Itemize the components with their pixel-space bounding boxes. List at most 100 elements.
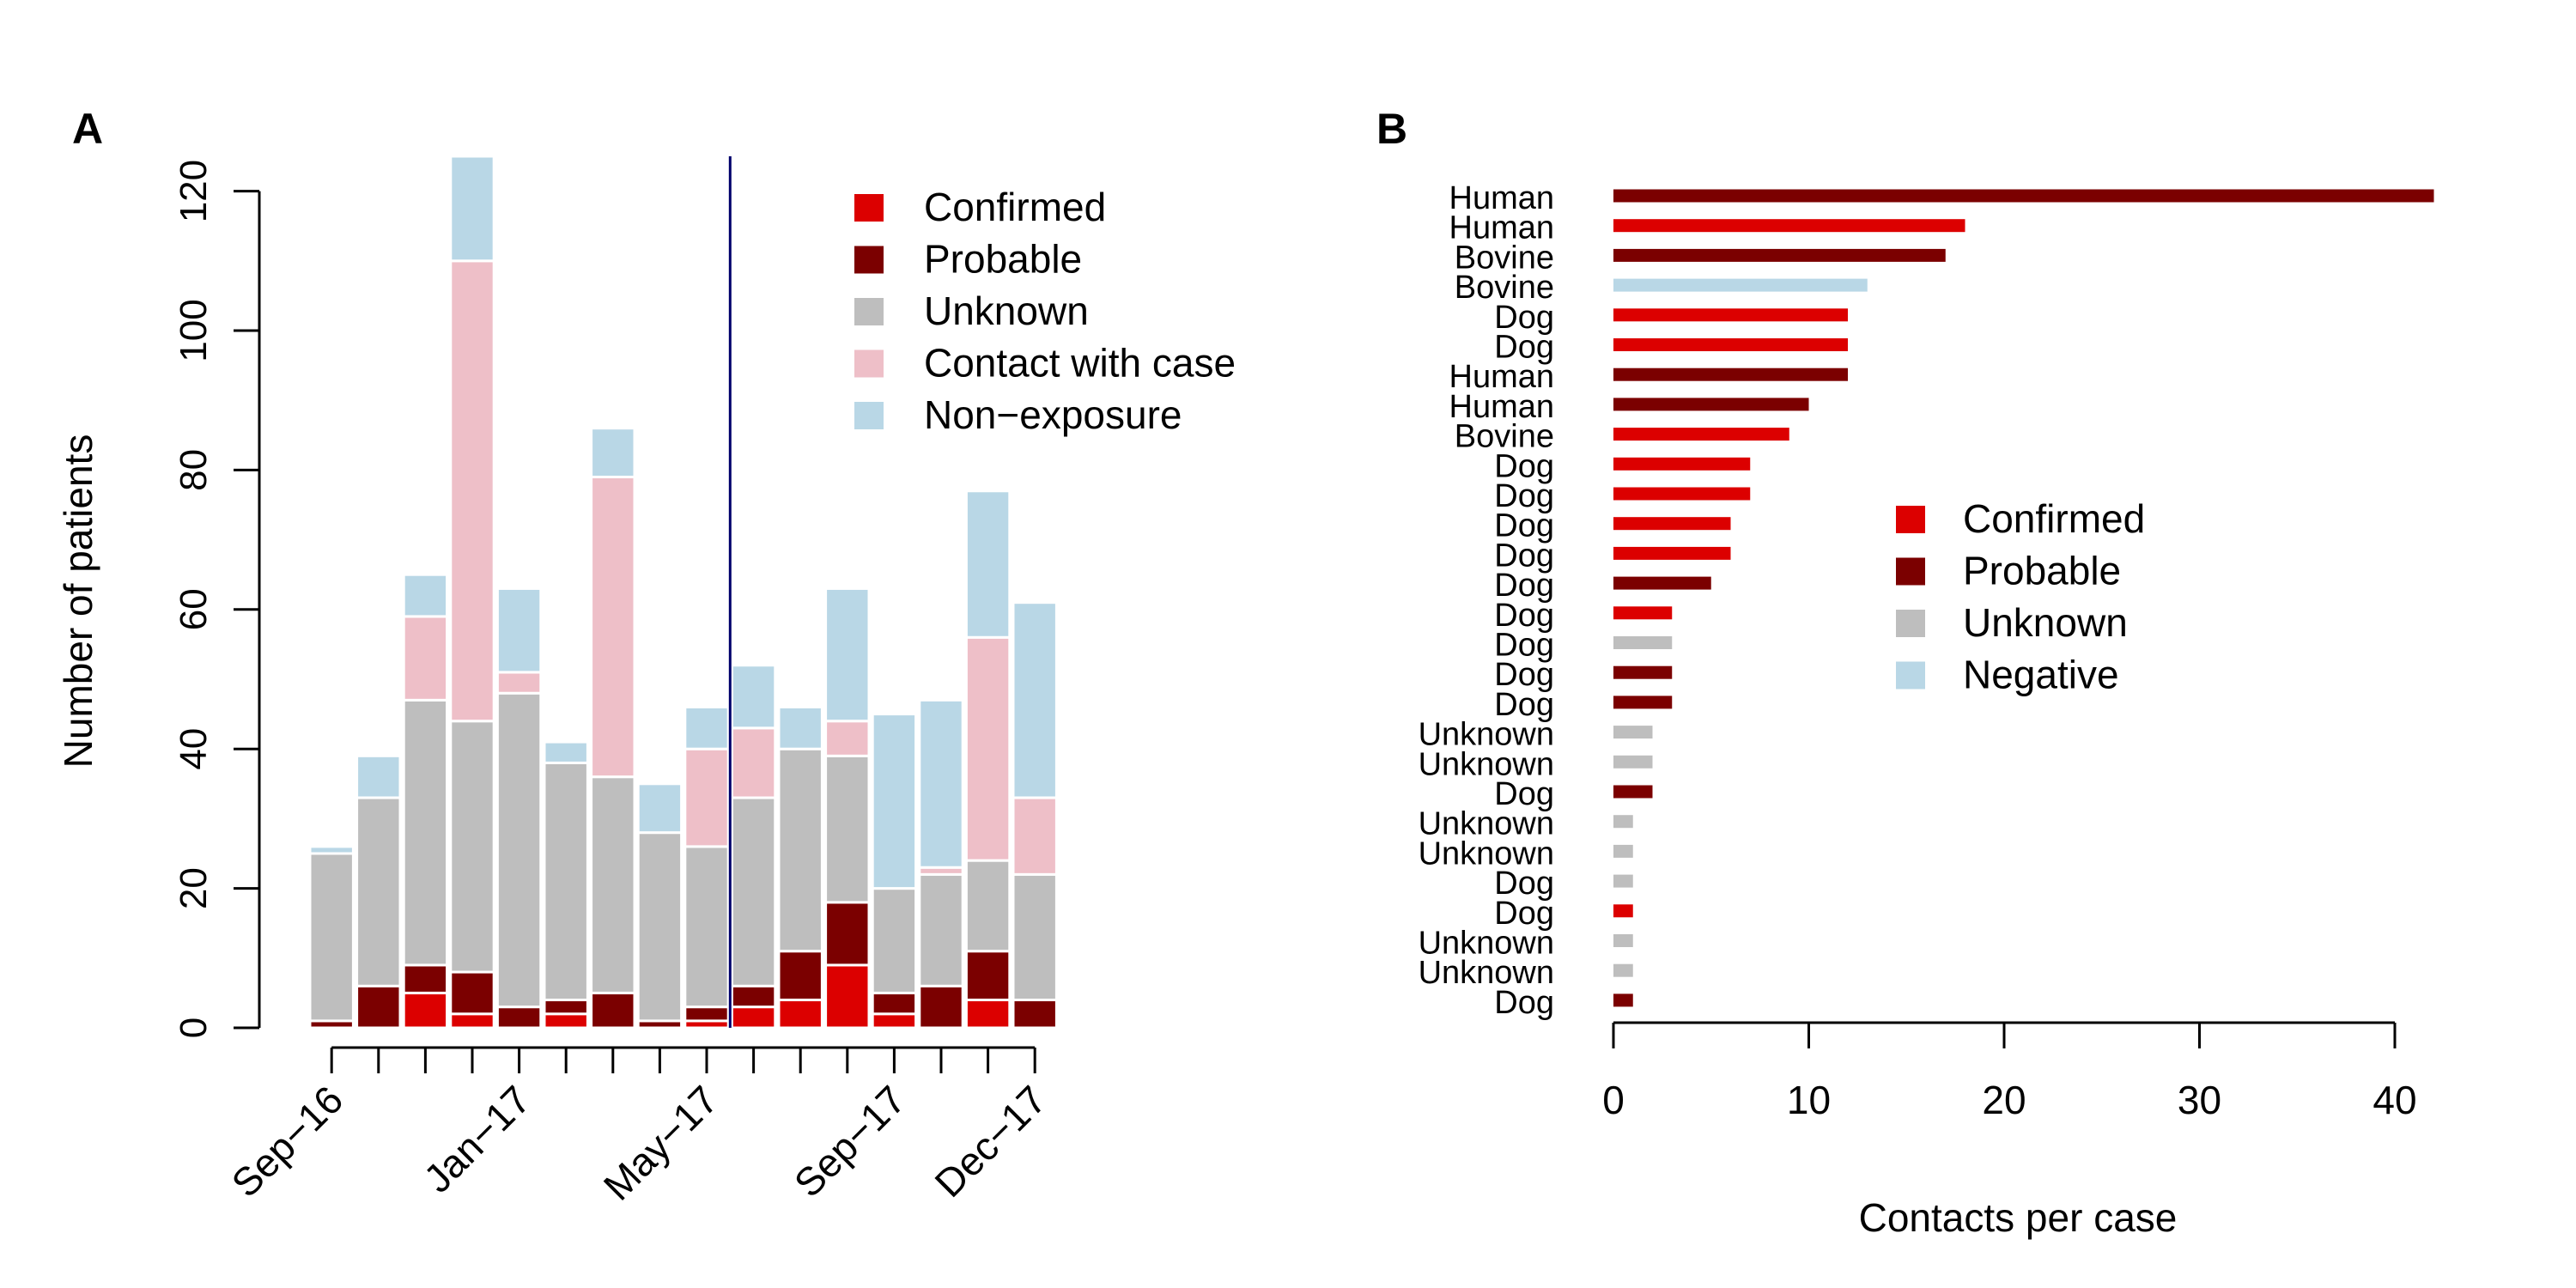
bar-segment-3-1 xyxy=(449,970,495,1016)
bar-segment-8-4 xyxy=(683,705,730,750)
category-label-25: Unknown xyxy=(1419,926,1554,962)
category-label-24: Dog xyxy=(1494,896,1554,932)
category-label-26: Unknown xyxy=(1419,955,1554,991)
y-tick-label: 60 xyxy=(173,588,215,630)
legend-b-label-2: Unknown xyxy=(1963,600,2128,645)
category-label-16: Dog xyxy=(1494,657,1554,693)
hbar-16 xyxy=(1613,665,1673,679)
bar-segment-0-2 xyxy=(308,852,355,1023)
hbar-20 xyxy=(1613,785,1653,799)
bar-segment-10-0 xyxy=(777,999,823,1030)
y-tick-label: 80 xyxy=(173,449,215,491)
bar-segment-11-4 xyxy=(824,586,871,723)
hbar-9 xyxy=(1613,457,1751,471)
hbar-26 xyxy=(1613,963,1633,977)
category-label-4: Dog xyxy=(1494,300,1554,336)
bar-segment-9-4 xyxy=(730,664,777,730)
hbar-10 xyxy=(1613,487,1751,501)
bar-segment-2-1 xyxy=(402,963,449,994)
hbar-7 xyxy=(1613,398,1809,411)
y-axis-title: Number of patients xyxy=(56,434,100,769)
category-label-7: Human xyxy=(1449,389,1555,425)
hbar-21 xyxy=(1613,815,1633,829)
x-tick-label: Sep−17 xyxy=(786,1077,914,1206)
legend-b-swatch-0 xyxy=(1896,506,1925,533)
category-label-0: Human xyxy=(1449,180,1555,216)
hbar-14 xyxy=(1613,606,1673,620)
hbar-2 xyxy=(1613,248,1946,262)
hbar-1 xyxy=(1613,219,1965,233)
x-tick-label: Jan−17 xyxy=(415,1077,538,1200)
category-label-21: Unknown xyxy=(1419,806,1554,842)
bar-segment-13-1 xyxy=(918,984,964,1030)
bar-segment-2-0 xyxy=(402,991,449,1030)
bar-segment-9-1 xyxy=(730,984,777,1009)
bar-segment-1-2 xyxy=(355,796,402,987)
category-label-17: Dog xyxy=(1494,687,1554,723)
y-tick-label: 120 xyxy=(173,160,215,222)
bar-segment-6-1 xyxy=(590,991,636,1030)
category-label-8: Bovine xyxy=(1455,419,1554,455)
hbar-19 xyxy=(1613,755,1653,769)
hbar-6 xyxy=(1613,368,1848,381)
hbar-15 xyxy=(1613,636,1673,649)
legend-swatch-0 xyxy=(854,194,884,222)
category-label-11: Dog xyxy=(1494,508,1554,544)
bar-segment-14-4 xyxy=(964,489,1012,639)
hbar-22 xyxy=(1613,844,1633,858)
bar-segment-13-2 xyxy=(918,872,964,987)
bar-segment-0-4 xyxy=(308,845,355,855)
bar-segment-13-4 xyxy=(918,698,964,869)
bar-segment-8-2 xyxy=(683,845,730,1009)
bar-segment-1-1 xyxy=(355,984,402,1030)
bar-segment-3-0 xyxy=(449,1012,495,1030)
chart-a: 0 20 40 60 80 100 120 Number of patients Sep−16 J… xyxy=(56,155,1236,1209)
bar-segment-1-4 xyxy=(355,754,402,799)
legend-b-label-0: Confirmed xyxy=(1963,496,2145,541)
hbar-11 xyxy=(1613,517,1731,531)
bar-segment-5-2 xyxy=(543,761,589,1002)
bar-segment-6-3 xyxy=(590,476,636,779)
bar-segment-4-4 xyxy=(495,586,543,674)
bar-segment-4-1 xyxy=(495,1005,543,1030)
bar-segment-15-4 xyxy=(1012,601,1058,799)
bar-segment-3-4 xyxy=(449,155,495,263)
bar-segment-12-2 xyxy=(871,887,918,994)
hbar-27 xyxy=(1613,993,1633,1007)
hbar-18 xyxy=(1613,726,1653,739)
hbar-23 xyxy=(1613,874,1633,888)
bar-segment-6-4 xyxy=(590,427,636,479)
bar-segment-3-3 xyxy=(449,259,495,723)
bar-segment-5-1 xyxy=(543,999,589,1016)
category-label-14: Dog xyxy=(1494,598,1554,634)
bar-segment-15-3 xyxy=(1012,796,1058,876)
x-tick-label: Sep−16 xyxy=(222,1077,351,1206)
bar-segment-5-4 xyxy=(543,740,589,764)
y-tick-label: 100 xyxy=(173,299,215,361)
bar-segment-9-3 xyxy=(730,726,777,799)
bar-segment-10-2 xyxy=(777,747,823,953)
bar-segment-2-3 xyxy=(402,615,449,702)
legend-swatch-3 xyxy=(854,349,884,378)
bar-segment-14-3 xyxy=(964,635,1012,862)
legend-label-1: Probable xyxy=(924,237,1082,282)
bar-segment-8-1 xyxy=(683,1005,730,1023)
category-label-15: Dog xyxy=(1494,628,1554,664)
hbar-8 xyxy=(1613,428,1789,441)
legend-label-2: Unknown xyxy=(924,289,1089,333)
legend-label-0: Confirmed xyxy=(924,185,1106,229)
legend-swatch-4 xyxy=(854,402,884,429)
panel-b-label: B xyxy=(1376,105,1407,153)
category-label-9: Dog xyxy=(1494,448,1554,484)
bar-segment-7-2 xyxy=(636,831,683,1023)
category-label-18: Unknown xyxy=(1419,717,1554,753)
category-label-3: Bovine xyxy=(1455,270,1554,306)
bar-segment-15-1 xyxy=(1012,999,1058,1030)
bar-segment-8-3 xyxy=(683,747,730,848)
panel-a-label: A xyxy=(72,105,103,153)
x-tick-label-b: 10 xyxy=(1787,1078,1831,1122)
bar-segment-2-4 xyxy=(402,573,449,618)
bar-segment-12-1 xyxy=(871,991,918,1016)
legend-b-swatch-2 xyxy=(1896,610,1925,637)
category-label-20: Dog xyxy=(1494,776,1554,812)
